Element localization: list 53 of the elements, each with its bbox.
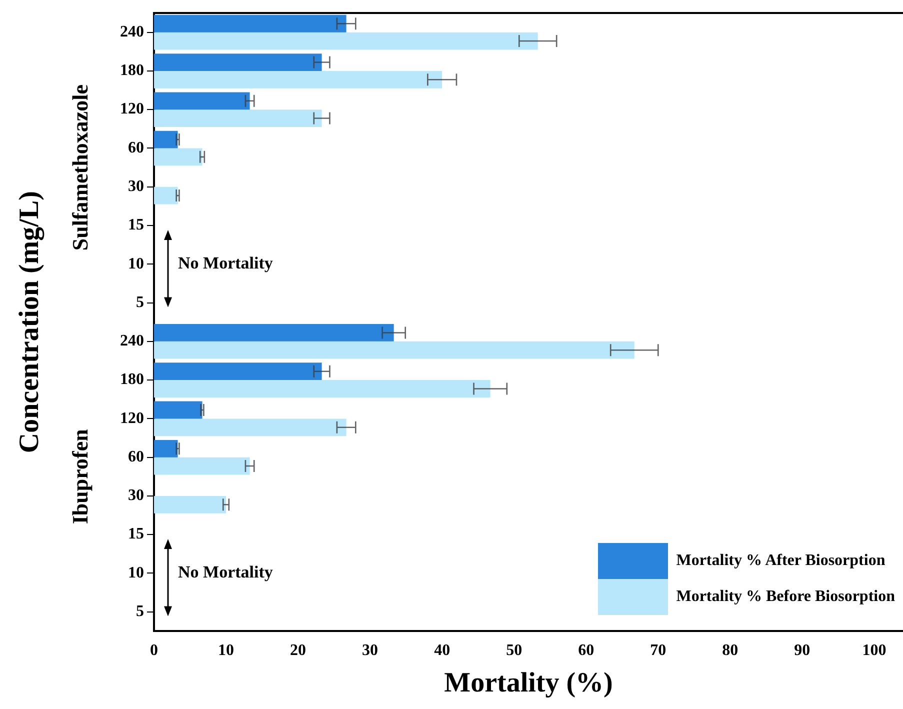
- bar: [154, 380, 490, 398]
- bar: [154, 148, 202, 166]
- x-tick-label: 60: [578, 642, 594, 659]
- y-tick-label: 120: [120, 410, 144, 427]
- bar: [154, 186, 178, 204]
- y-tick-label: 60: [128, 448, 144, 466]
- bar: [154, 440, 178, 458]
- x-tick-label: 10: [218, 642, 234, 659]
- x-tick-label: 90: [794, 642, 810, 659]
- annotation: No Mortality: [178, 254, 274, 273]
- bar: [154, 324, 394, 342]
- x-tick-label: 50: [506, 642, 522, 659]
- y-tick-label: 60: [128, 139, 144, 156]
- x-tick-label: 70: [650, 642, 666, 659]
- bar: [154, 32, 538, 50]
- bar: [154, 130, 178, 148]
- y-tick-label: 30: [128, 178, 144, 196]
- bar: [154, 54, 322, 71]
- text: Sulfamethoxazole: [68, 84, 93, 251]
- x-tick-label: 20: [290, 642, 306, 659]
- bar: [154, 14, 346, 32]
- y-tick-label: 5: [136, 603, 144, 620]
- y-tick-label: 180: [120, 62, 144, 80]
- x-tick-label: 0: [150, 642, 158, 659]
- bar: [154, 92, 250, 110]
- y-tick-label: 5: [136, 294, 144, 311]
- y-tick-label: 30: [128, 487, 144, 504]
- y-tick-label: 240: [120, 23, 144, 40]
- x-tick-label: 30: [362, 642, 378, 659]
- y-tick-label: 10: [128, 255, 144, 272]
- bar: [154, 341, 634, 359]
- bar: [154, 418, 346, 436]
- y-tick-label: 15: [128, 526, 144, 543]
- y-tick-label: 15: [128, 216, 144, 234]
- legend-label: Mortality % Before Biosorption: [676, 588, 895, 606]
- x-axis-title: Mortality (%): [444, 667, 613, 698]
- y-axis-title: Concentration (mg/L): [14, 191, 46, 454]
- bar: [154, 496, 226, 514]
- annotation: No Mortality: [178, 562, 274, 582]
- bar: [154, 362, 322, 380]
- y-tick-label: 10: [128, 564, 144, 582]
- x-tick-label: 80: [722, 642, 738, 659]
- bar: [154, 457, 250, 475]
- bar: [154, 110, 322, 127]
- bar: [154, 70, 442, 88]
- legend-label: Mortality % After Biosorption: [676, 552, 886, 570]
- x-tick-label: 40: [434, 642, 450, 659]
- text: Ibuprofen: [68, 429, 93, 524]
- x-tick-label: 100: [862, 642, 886, 659]
- y-tick-label: 240: [120, 332, 144, 350]
- bar: [154, 401, 202, 419]
- y-tick-label: 120: [120, 100, 144, 118]
- y-tick-label: 180: [120, 371, 144, 388]
